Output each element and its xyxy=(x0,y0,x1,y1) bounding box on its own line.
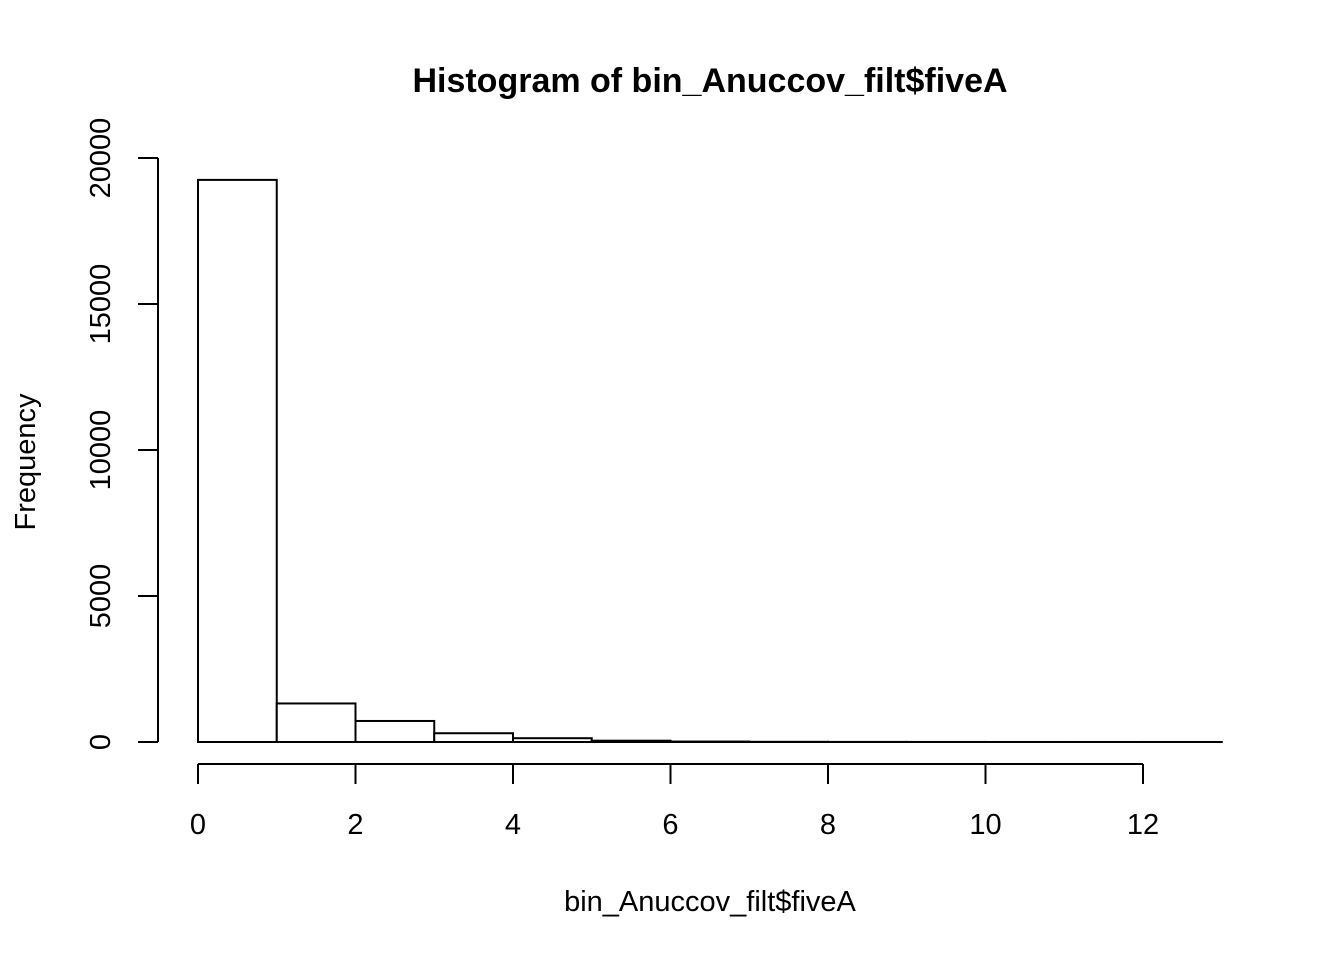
y-tick-label: 20000 xyxy=(85,118,117,199)
histogram-bar xyxy=(433,732,514,743)
x-tick-label: 10 xyxy=(969,809,1001,841)
y-tick-label: 10000 xyxy=(85,410,117,491)
histogram-bar xyxy=(590,739,672,743)
y-tick-label: 5000 xyxy=(85,564,117,629)
histogram-bar xyxy=(354,719,436,744)
x-axis-label: bin_Anuccov_filt$fiveA xyxy=(564,886,856,918)
x-tick-label: 6 xyxy=(662,809,678,841)
histogram-bar xyxy=(275,702,357,743)
x-tick-label: 0 xyxy=(190,809,206,841)
x-tick-label: 4 xyxy=(505,809,521,841)
y-tick-label: 15000 xyxy=(85,264,117,345)
y-axis-label: Frequency xyxy=(10,393,42,531)
histogram-bar xyxy=(197,178,278,743)
y-axis: 0 5000 10000 15000 20000 xyxy=(85,118,159,750)
chart-title: Histogram of bin_Anuccov_filt$fiveA xyxy=(412,62,1007,100)
histogram-bar xyxy=(512,737,593,743)
x-tick-label: 2 xyxy=(347,809,363,841)
y-tick-label: 0 xyxy=(85,734,117,750)
x-axis: 0 2 4 6 8 10 12 xyxy=(190,763,1159,841)
bars-group xyxy=(197,178,1223,744)
x-tick-label: 8 xyxy=(820,809,836,841)
x-tick-label: 12 xyxy=(1127,809,1159,841)
